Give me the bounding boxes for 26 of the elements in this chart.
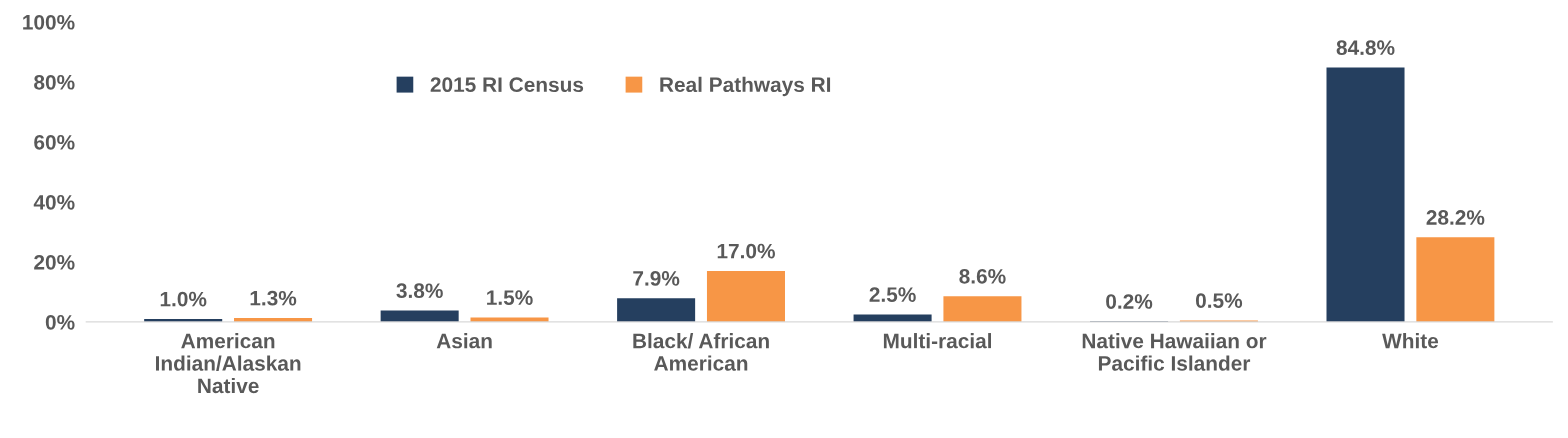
legend-label: 2015 RI Census	[430, 77, 584, 93]
y-tick-label: 0%	[45, 314, 75, 330]
y-tick-label: 80%	[34, 74, 75, 90]
x-tick-label: White	[1382, 333, 1439, 349]
data-label: 7.9%	[633, 271, 680, 286]
legend-label: Real Pathways RI	[660, 76, 831, 97]
y-tick-label: 100%	[23, 14, 75, 30]
data-label: 8.6%	[959, 268, 1006, 284]
x-tick-label: American Indian/Alaskan Native	[156, 333, 301, 394]
data-label: 0.2%	[1106, 294, 1153, 309]
data-label: 1.0%	[160, 291, 207, 307]
y-tick-label: 40%	[33, 194, 75, 210]
data-label: 3.8%	[396, 283, 443, 299]
y-tick-label: 60%	[34, 134, 75, 150]
x-tick-label: Native Hawaiian or Pacific Islander	[1082, 333, 1267, 371]
data-label: 1.3%	[250, 290, 297, 306]
data-label: 1.5%	[487, 290, 533, 305]
data-label: 2.5%	[869, 287, 916, 302]
data-label: 28.2%	[1426, 210, 1485, 225]
y-tick-label: 20%	[34, 254, 75, 270]
data-label: 17.0%	[717, 243, 775, 259]
data-label: 84.8%	[1336, 40, 1395, 56]
x-tick-label: Black/ African American	[633, 333, 769, 371]
data-label: 0.5%	[1195, 293, 1243, 308]
x-tick-label: Multi-racial	[883, 333, 992, 349]
x-tick-label: Asian	[436, 333, 492, 349]
